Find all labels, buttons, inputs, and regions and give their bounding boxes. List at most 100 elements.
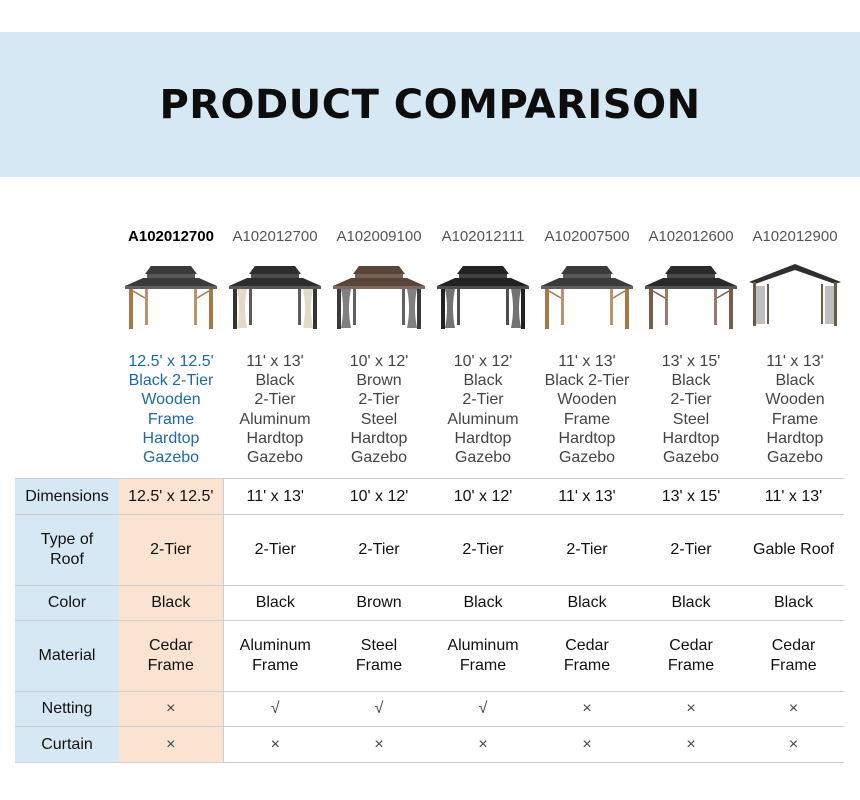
check-icon: √ [478, 700, 488, 717]
gazebo-aluminum-curtain-icon [229, 266, 321, 329]
product-name-line: Black [255, 372, 295, 390]
product-column[interactable]: A102012900 11' x 13' Black Wooden Frame Hardt… [743, 224, 847, 467]
cross-icon: × [686, 735, 696, 753]
spec-value: 2-Tier [119, 514, 224, 586]
product-name-line: Gazebo [662, 449, 720, 467]
spec-value: Black [223, 585, 327, 621]
product-name-line: 2-Tier [462, 391, 504, 409]
spec-row: Netting × √ √ √ × × × [15, 691, 844, 727]
product-name[interactable]: 10' x 12' Brown 2-Tier Steel Hardtop Gazebo [327, 352, 431, 467]
spec-value-line: 11' x 13' [246, 487, 304, 505]
product-name-line: 2-Tier [254, 391, 296, 409]
check-icon: √ [270, 700, 280, 717]
spec-value-line: 12.5' x 12.5' [128, 487, 214, 505]
product-column[interactable]: A102009100 10' x 12' Brown 2-Tier Steel Hardt… [327, 224, 431, 467]
product-column[interactable]: A102012700 12.5' x 12.5' Black 2-Tier Woode… [119, 224, 223, 467]
product-column[interactable]: A102007500 11' x 13' Black 2-Tier Wooden Fra… [535, 224, 639, 467]
product-name-line: Black [671, 372, 711, 390]
spec-value: × [639, 726, 743, 763]
product-name-line: 11' x 13' [558, 353, 616, 370]
spec-value-line: Steel [360, 637, 398, 654]
check-icon: √ [374, 700, 384, 717]
spec-value: Black [535, 585, 639, 621]
product-name-line: Hardtop [662, 429, 720, 447]
spec-value-line: 2-Tier [462, 541, 504, 558]
product-name-line: Hardtop [558, 429, 616, 447]
cross-icon: × [374, 735, 384, 753]
spec-row: Material Cedar Frame Aluminum Frame Steel Fram… [15, 620, 844, 692]
spec-value: × [535, 726, 639, 763]
product-name-line: Gazebo [558, 449, 616, 467]
spec-value: 10' x 12' [327, 478, 431, 515]
product-header-row: A102012700 12.5' x 12.5' Black 2-Tier Woode… [119, 224, 844, 474]
product-name-line: Hardtop [142, 429, 200, 447]
spec-value-line: Frame [355, 657, 403, 674]
spec-value-line: Cedar [148, 637, 193, 654]
product-name-line: Aluminum [239, 410, 311, 428]
spec-value: 2-Tier [431, 514, 535, 586]
spec-value: × [223, 726, 327, 763]
spec-label: Curtain [15, 726, 119, 763]
spec-value-line: 2-Tier [566, 541, 608, 558]
spec-value-line: 11' x 13' [764, 487, 823, 505]
spec-value: Black [431, 585, 535, 621]
product-name[interactable]: 13' x 15' Black 2-Tier Steel Hardtop Gazebo [639, 352, 743, 467]
spec-value: Cedar Frame [639, 620, 743, 692]
product-name-line: Gazebo [766, 449, 824, 467]
spec-label: Type of Roof [15, 514, 119, 586]
product-name-line: Wooden [765, 391, 825, 409]
spec-row: Type of Roof 2-Tier 2-Tier 2-Tier 2-Tier 2-Tie… [15, 514, 844, 586]
spec-value: × [431, 726, 535, 763]
product-name-line: Gazebo [454, 449, 512, 467]
cross-icon: × [582, 735, 592, 753]
cross-icon: × [270, 735, 280, 753]
cross-icon: × [582, 700, 592, 717]
spec-value-line: Cedar [771, 637, 816, 654]
spec-value: 2-Tier [535, 514, 639, 586]
spec-table: Dimensions 12.5' x 12.5' 11' x 13' 10' x 12… [15, 478, 844, 763]
product-name-line: 13' x 15' [661, 353, 721, 370]
spec-value-line: Aluminum [447, 637, 519, 654]
product-name-line: Hardtop [350, 429, 408, 447]
spec-label-line: Color [47, 594, 87, 611]
product-sku: A102012700 [232, 228, 318, 245]
spec-label-line: Roof [50, 551, 84, 568]
spec-value-line: Black [671, 594, 711, 611]
gazebo-aluminum-netting-icon [437, 266, 529, 329]
product-name[interactable]: 11' x 13' Black 2-Tier Aluminum Hardtop Gazeb… [223, 352, 327, 467]
spec-value-line: Black [567, 594, 607, 611]
product-column[interactable]: A102012111 10' x 12' Black 2-Tier Aluminum Ha… [431, 224, 535, 467]
spec-value-line: Cedar [565, 637, 609, 654]
spec-value: Cedar Frame [119, 620, 224, 692]
spec-value-line: 10' x 12' [453, 487, 513, 505]
gazebo-gable-roof-icon [749, 264, 841, 326]
product-column[interactable]: A102012600 13' x 15' Black 2-Tier Steel Hardt… [639, 224, 743, 467]
spec-value-line: Frame [563, 657, 611, 674]
cross-icon: × [788, 700, 799, 717]
spec-value-line: Cedar [669, 637, 713, 654]
product-name[interactable]: 11' x 13' Black 2-Tier Wooden Frame Hardtop G… [535, 352, 639, 467]
spec-value: × [639, 691, 743, 727]
spec-row: Color Black Black Brown Black Black Black Black [15, 585, 844, 621]
spec-value: 10' x 12' [431, 478, 535, 515]
spec-value: 2-Tier [327, 514, 431, 586]
spec-value: Gable Roof [743, 514, 844, 586]
spec-value: 12.5' x 12.5' [119, 478, 224, 515]
cross-icon: × [788, 735, 799, 753]
spec-value: Black [743, 585, 844, 621]
spec-label-line: Type of [40, 531, 94, 548]
spec-value: √ [327, 691, 431, 727]
spec-value: × [119, 726, 224, 763]
product-column[interactable]: A102012700 11' x 13' Black 2-Tier Aluminum Ha… [223, 224, 327, 467]
gazebo-steel-open-icon [645, 266, 737, 329]
gazebo-steel-netting-icon [333, 266, 425, 329]
spec-label: Color [15, 585, 119, 621]
product-name-line: Steel [360, 410, 398, 428]
product-name[interactable]: 11' x 13' Black Wooden Frame Hardtop Gazebo [743, 352, 847, 467]
product-name[interactable]: 10' x 12' Black 2-Tier Aluminum Hardtop Gazeb… [431, 352, 535, 467]
product-name-line: 12.5' x 12.5' [128, 353, 214, 370]
product-name[interactable]: 12.5' x 12.5' Black 2-Tier Wooden Frame Hard… [119, 352, 223, 467]
product-name-line: Hardtop [454, 429, 512, 447]
cross-icon: × [166, 735, 176, 753]
spec-value: Brown [327, 585, 431, 621]
